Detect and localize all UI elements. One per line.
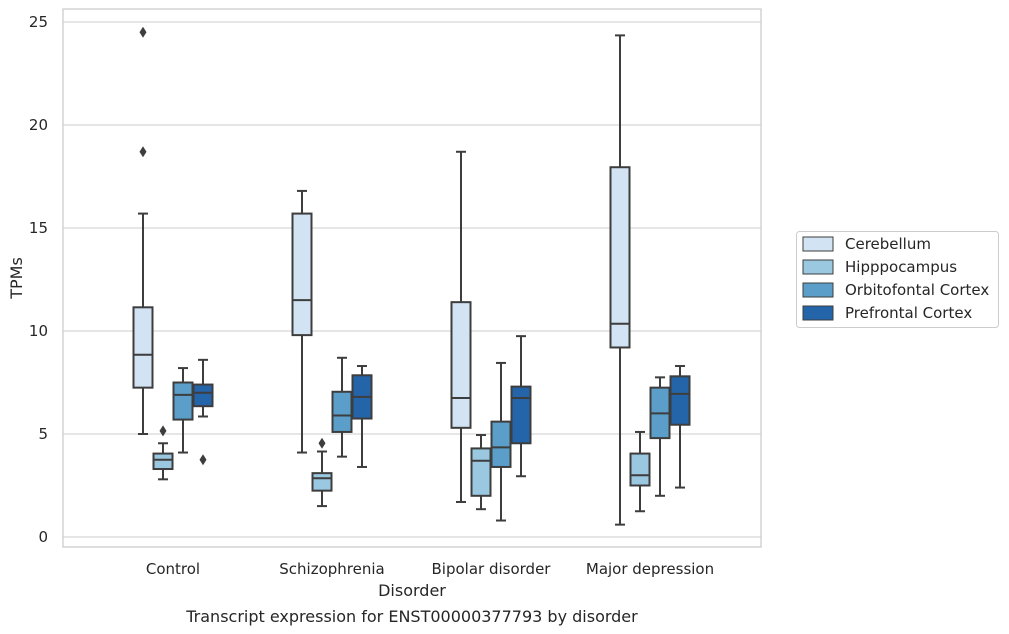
legend-label: Hipppocampus [845,258,957,276]
box-body [331,390,353,433]
box-body [470,447,492,497]
y-tick-labels: 0 5 10 15 20 25 [29,13,48,546]
box-2-2 [490,361,512,522]
box-body [490,420,512,468]
box-body [291,212,313,337]
box-body [629,452,651,487]
y-tick-label: 20 [29,116,48,134]
box-0-2 [450,150,472,503]
y-tick-label: 5 [38,425,48,443]
box-body [510,385,532,445]
legend-swatch [802,259,834,275]
outlier-point [318,437,326,449]
box-body [192,383,214,408]
boxes [132,26,691,526]
y-tick-label: 0 [38,528,48,546]
legend-swatch [802,305,834,321]
legend-swatch [802,282,834,298]
box-1-1 [311,437,333,508]
box-0-0 [132,26,154,435]
x-axis-label: Disorder [378,581,446,600]
legend-swatch [802,236,834,252]
y-tick-label: 25 [29,13,48,31]
box-2-1 [331,356,353,458]
legend-label: Cerebellum [845,235,931,253]
legend-frame [796,231,999,328]
legend-label: Prefrontal Cortex [845,304,972,322]
box-body [311,472,333,492]
box-1-0 [152,425,174,481]
x-tick-labels: Control Schizophrenia Bipolar disorder Majo… [146,560,714,578]
box-3-3 [669,365,691,489]
gridlines [63,21,761,538]
y-axis-label: TPMs [7,257,26,300]
box-body [450,301,472,429]
outlier-point [139,26,147,38]
box-3-0 [192,358,214,466]
y-tick-label: 10 [29,322,48,340]
box-3-2 [510,335,532,478]
box-1-3 [629,430,651,513]
box-body [172,381,194,421]
outlier-point [199,454,207,466]
box-body [132,306,154,389]
box-1-2 [470,434,492,511]
legend-label: Orbitofontal Cortex [845,281,989,299]
plot-area-frame [62,8,762,548]
x-tick-label: Control [146,560,200,578]
box-0-3 [609,34,631,526]
legend-items: Cerebellum Hipppocampus Orbitofontal Corte… [802,235,989,322]
box-body [669,375,691,426]
x-tick-label: Schizophrenia [279,560,384,578]
chart-title: Transcript expression for ENST0000037779… [185,607,638,626]
outlier-point [139,146,147,158]
box-body [609,166,631,349]
box-3-1 [351,365,373,468]
legend: Cerebellum Hipppocampus Orbitofontal Corte… [796,231,999,328]
x-tick-label: Major depression [586,560,714,578]
box-0-1 [291,189,313,454]
x-tick-label: Bipolar disorder [432,560,552,578]
box-2-0 [172,367,194,454]
box-body [152,452,174,471]
outlier-point [159,425,167,437]
y-tick-label: 15 [29,219,48,237]
box-2-3 [649,376,671,497]
